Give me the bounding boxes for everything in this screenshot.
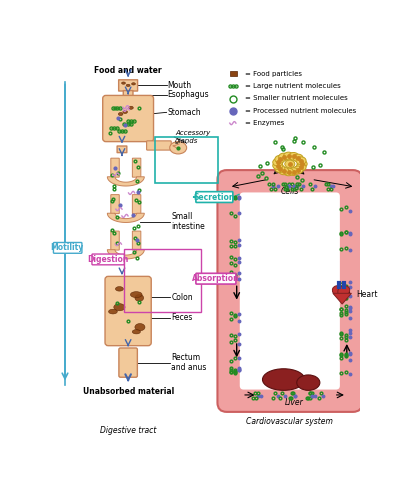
Text: Heart: Heart <box>356 290 378 300</box>
Text: Stomach: Stomach <box>167 108 201 117</box>
Ellipse shape <box>273 162 283 170</box>
Text: Small
intestine: Small intestine <box>171 212 205 232</box>
Ellipse shape <box>132 82 136 85</box>
FancyBboxPatch shape <box>147 141 171 150</box>
Text: Food and water: Food and water <box>94 66 162 75</box>
FancyBboxPatch shape <box>111 231 119 250</box>
Text: = Processed nutrient molecules: = Processed nutrient molecules <box>245 108 356 114</box>
Text: Rectum
and anus: Rectum and anus <box>171 353 207 372</box>
Polygon shape <box>107 250 144 259</box>
Text: Feces: Feces <box>171 314 192 322</box>
Text: Esophagus: Esophagus <box>167 90 209 99</box>
Ellipse shape <box>297 375 320 390</box>
Ellipse shape <box>332 286 344 296</box>
Ellipse shape <box>263 369 305 390</box>
Polygon shape <box>333 294 351 304</box>
Ellipse shape <box>135 324 145 331</box>
FancyBboxPatch shape <box>132 158 141 177</box>
Ellipse shape <box>118 112 123 116</box>
Ellipse shape <box>122 82 126 84</box>
FancyBboxPatch shape <box>111 194 119 214</box>
FancyBboxPatch shape <box>53 242 82 254</box>
Ellipse shape <box>115 286 124 291</box>
Ellipse shape <box>338 286 350 296</box>
FancyBboxPatch shape <box>105 276 151 345</box>
Ellipse shape <box>297 160 307 168</box>
Bar <box>230 71 237 76</box>
Ellipse shape <box>293 166 303 174</box>
Text: Absorption: Absorption <box>192 274 240 283</box>
FancyBboxPatch shape <box>117 146 127 152</box>
FancyBboxPatch shape <box>111 158 119 177</box>
Ellipse shape <box>170 142 186 154</box>
Text: Secretion: Secretion <box>194 192 235 202</box>
Ellipse shape <box>296 164 306 171</box>
Ellipse shape <box>126 84 130 86</box>
Ellipse shape <box>289 168 299 175</box>
Text: Accessory
glands: Accessory glands <box>175 130 211 143</box>
FancyBboxPatch shape <box>123 90 133 98</box>
Text: Digestion: Digestion <box>87 255 129 264</box>
Ellipse shape <box>289 152 299 160</box>
Polygon shape <box>107 213 144 222</box>
FancyBboxPatch shape <box>240 192 340 390</box>
Text: = Enzymes: = Enzymes <box>245 120 285 126</box>
Text: Colon: Colon <box>171 292 193 302</box>
Ellipse shape <box>114 304 125 311</box>
Text: Mouth: Mouth <box>167 81 192 90</box>
FancyBboxPatch shape <box>132 194 141 214</box>
Ellipse shape <box>123 110 128 114</box>
Ellipse shape <box>285 160 295 168</box>
Polygon shape <box>107 177 144 186</box>
FancyBboxPatch shape <box>196 192 233 202</box>
FancyBboxPatch shape <box>92 254 124 265</box>
Ellipse shape <box>293 154 303 162</box>
Text: = Large nutrient molecules: = Large nutrient molecules <box>245 83 341 89</box>
Ellipse shape <box>284 152 294 160</box>
Ellipse shape <box>279 167 289 174</box>
Text: Unabsorbed material: Unabsorbed material <box>83 387 174 396</box>
Ellipse shape <box>129 106 133 110</box>
Ellipse shape <box>296 157 306 164</box>
Text: Digestive tract: Digestive tract <box>100 426 156 434</box>
Text: = Food particles: = Food particles <box>245 71 302 77</box>
FancyBboxPatch shape <box>132 231 141 250</box>
Text: Cells: Cells <box>281 187 299 196</box>
FancyBboxPatch shape <box>217 170 362 412</box>
Ellipse shape <box>135 294 144 302</box>
FancyBboxPatch shape <box>196 274 236 284</box>
Ellipse shape <box>273 158 283 166</box>
Text: Motility: Motility <box>51 244 84 252</box>
Text: = Smaller nutrient molecules: = Smaller nutrient molecules <box>245 96 348 102</box>
Text: Cardiovascular system: Cardiovascular system <box>246 416 333 426</box>
Ellipse shape <box>109 309 117 314</box>
FancyBboxPatch shape <box>119 348 138 377</box>
Text: Liver: Liver <box>284 398 303 407</box>
FancyBboxPatch shape <box>103 96 154 142</box>
Ellipse shape <box>130 292 142 298</box>
Ellipse shape <box>132 330 140 334</box>
FancyBboxPatch shape <box>119 80 138 91</box>
Ellipse shape <box>275 156 285 163</box>
Ellipse shape <box>284 168 294 176</box>
Ellipse shape <box>279 153 289 161</box>
Ellipse shape <box>275 165 285 172</box>
